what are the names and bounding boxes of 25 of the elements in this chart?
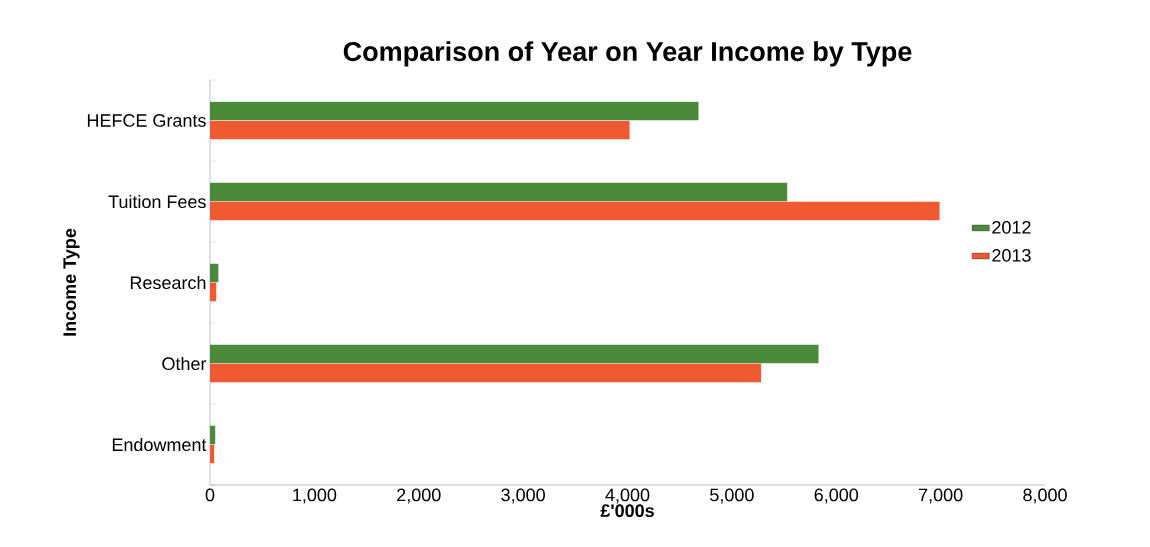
y-tick-label: Tuition Fees xyxy=(108,194,206,209)
bar xyxy=(210,363,762,383)
x-tick-label: 0 xyxy=(205,488,215,502)
y-axis-title: Income Type xyxy=(63,228,80,336)
bar xyxy=(210,201,940,221)
x-tick-label: 3,000 xyxy=(501,488,545,504)
y-tick-label: Other xyxy=(162,356,207,371)
chart-title: Comparison of Year on Year Income by Type xyxy=(343,41,912,67)
bar xyxy=(210,182,788,202)
bar xyxy=(210,344,819,364)
x-axis-title: £'000s xyxy=(600,504,654,518)
x-tick-label: 4,000 xyxy=(605,488,650,504)
bar xyxy=(210,120,630,140)
x-tick-label: 6,000 xyxy=(814,488,859,504)
x-tick-label: 5,000 xyxy=(710,488,754,504)
y-tick-label: Endowment xyxy=(112,437,207,452)
legend-label: 2013 xyxy=(992,248,1031,262)
y-tick-label: HEFCE Grants xyxy=(87,114,206,127)
x-tick-label: 7,000 xyxy=(919,488,963,504)
x-tick-label: 1,000 xyxy=(293,488,337,504)
y-tick-label: Research xyxy=(130,275,206,290)
x-tick-label: 2,000 xyxy=(397,488,441,504)
legend-label: 2012 xyxy=(992,220,1031,234)
bar xyxy=(210,101,699,121)
x-tick-label: 8,000 xyxy=(1023,488,1067,504)
